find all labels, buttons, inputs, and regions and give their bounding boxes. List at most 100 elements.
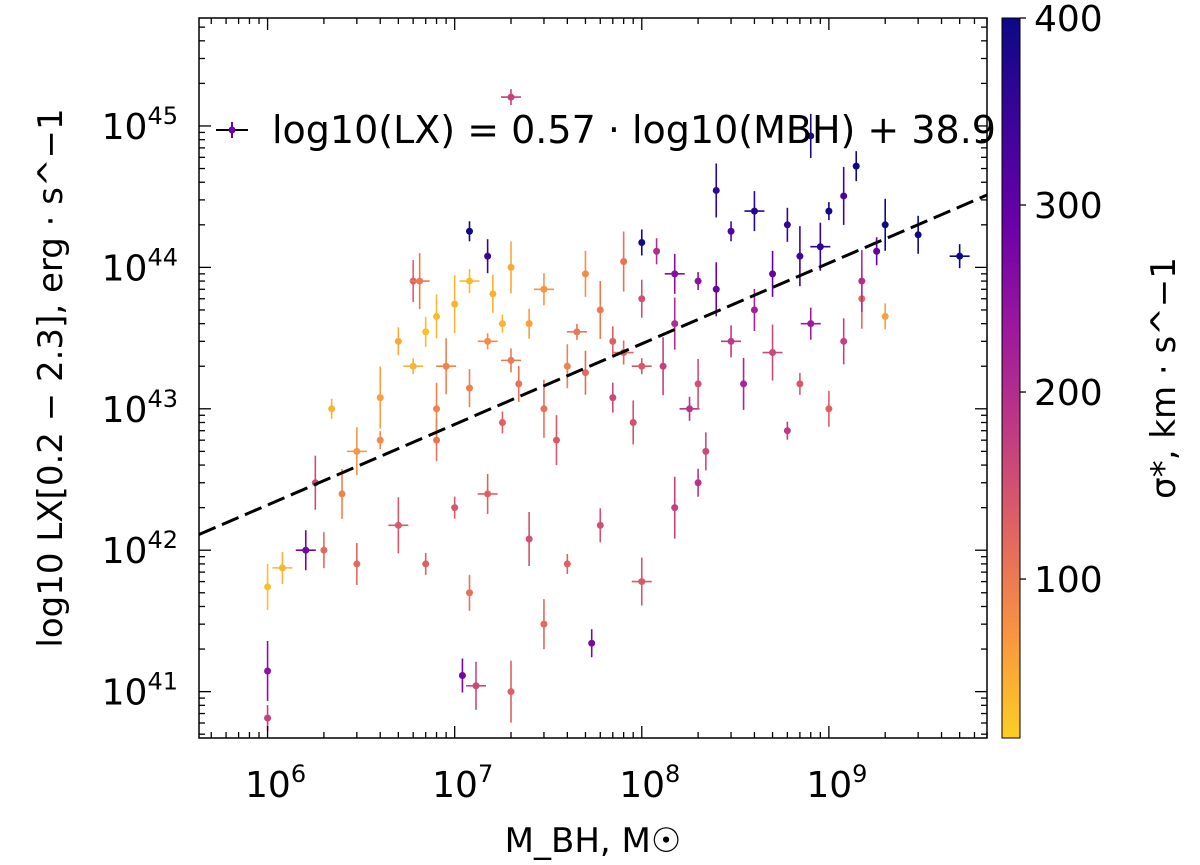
point-marker bbox=[769, 270, 777, 278]
point-marker bbox=[638, 238, 646, 246]
point-marker bbox=[507, 356, 515, 364]
y-axis-title: log10 LX[0.2 − 2.3], erg · s^−1 bbox=[31, 108, 71, 647]
x-tick-label: 108 bbox=[619, 760, 680, 806]
point-marker bbox=[320, 546, 328, 554]
data-points bbox=[264, 89, 970, 732]
point-marker bbox=[750, 306, 758, 314]
data-point bbox=[631, 557, 652, 606]
data-point bbox=[566, 323, 587, 340]
point-marker bbox=[694, 277, 702, 285]
point-marker bbox=[694, 479, 702, 487]
data-point bbox=[881, 303, 889, 330]
data-point bbox=[659, 337, 667, 396]
colorbar bbox=[1001, 17, 1021, 739]
data-point bbox=[810, 222, 831, 271]
data-point bbox=[740, 357, 748, 410]
data-point bbox=[762, 324, 783, 381]
data-point bbox=[501, 348, 522, 373]
colorbar-ticks: 100 200 300 400 bbox=[1020, 0, 1103, 601]
data-point bbox=[515, 365, 523, 402]
point-marker bbox=[540, 620, 548, 628]
point-marker bbox=[416, 277, 424, 285]
data-point bbox=[581, 350, 589, 395]
data-point bbox=[638, 229, 646, 256]
point-marker bbox=[712, 285, 720, 293]
y-tick-label: 1041 bbox=[102, 668, 178, 714]
data-point bbox=[533, 273, 554, 306]
data-point bbox=[949, 244, 970, 269]
x-axis: 106 107 108 109 bbox=[210, 18, 988, 806]
point-marker bbox=[620, 258, 628, 266]
data-point bbox=[264, 640, 272, 701]
point-marker bbox=[596, 306, 604, 314]
data-point bbox=[783, 421, 791, 440]
point-marker bbox=[686, 405, 694, 413]
point-marker bbox=[552, 436, 560, 444]
x-tick-label: 107 bbox=[432, 760, 493, 806]
legend: log10(LX) = 0.57 · log10(MBH) + 38.9 bbox=[216, 108, 996, 152]
data-point bbox=[409, 253, 430, 310]
point-marker bbox=[484, 337, 492, 345]
point-marker bbox=[596, 521, 604, 529]
data-point bbox=[852, 151, 860, 182]
point-marker bbox=[409, 362, 417, 370]
point-marker bbox=[840, 337, 848, 345]
data-point bbox=[272, 551, 293, 584]
data-point bbox=[694, 358, 702, 409]
point-marker bbox=[489, 290, 497, 298]
point-marker bbox=[727, 337, 735, 345]
data-point bbox=[727, 221, 735, 242]
point-marker bbox=[750, 207, 758, 215]
data-point bbox=[540, 379, 548, 438]
point-marker bbox=[484, 490, 492, 498]
point-marker bbox=[498, 320, 506, 328]
point-marker bbox=[825, 405, 833, 413]
data-point bbox=[620, 231, 628, 292]
y-tick-label: 1044 bbox=[102, 243, 178, 289]
data-point bbox=[433, 294, 441, 339]
point-marker bbox=[816, 243, 824, 251]
data-point bbox=[721, 325, 742, 358]
data-point bbox=[769, 250, 777, 297]
point-marker bbox=[727, 227, 735, 235]
point-marker bbox=[458, 672, 466, 680]
point-marker bbox=[498, 419, 506, 427]
point-marker bbox=[465, 589, 473, 597]
data-point bbox=[498, 314, 506, 333]
point-marker bbox=[507, 263, 515, 271]
point-marker bbox=[507, 688, 515, 696]
point-marker bbox=[540, 405, 548, 413]
point-marker bbox=[638, 295, 646, 303]
point-marker bbox=[807, 320, 815, 328]
point-marker bbox=[769, 349, 777, 357]
legend-label: log10(LX) = 0.57 · log10(MBH) + 38.9 bbox=[272, 108, 996, 152]
data-point bbox=[436, 338, 457, 395]
data-point bbox=[458, 658, 466, 693]
data-point bbox=[825, 390, 833, 427]
data-point bbox=[403, 358, 424, 375]
data-point bbox=[507, 241, 515, 294]
legend-marker bbox=[228, 126, 236, 134]
point-marker bbox=[840, 192, 848, 200]
point-marker bbox=[588, 639, 596, 647]
point-marker bbox=[465, 277, 473, 285]
data-point bbox=[581, 250, 589, 297]
data-point bbox=[477, 473, 498, 514]
point-marker bbox=[264, 583, 272, 591]
data-point bbox=[552, 415, 560, 466]
data-point bbox=[609, 326, 617, 357]
data-point bbox=[744, 191, 765, 232]
data-point bbox=[328, 398, 336, 419]
point-marker bbox=[376, 394, 384, 402]
data-point bbox=[596, 508, 604, 543]
data-point bbox=[501, 89, 522, 106]
data-point bbox=[422, 552, 430, 575]
point-marker bbox=[353, 560, 361, 568]
point-marker bbox=[394, 521, 402, 529]
point-marker bbox=[783, 221, 791, 229]
point-marker bbox=[353, 447, 361, 455]
data-point bbox=[451, 496, 459, 519]
fit-line bbox=[199, 193, 987, 536]
data-point bbox=[702, 432, 710, 471]
